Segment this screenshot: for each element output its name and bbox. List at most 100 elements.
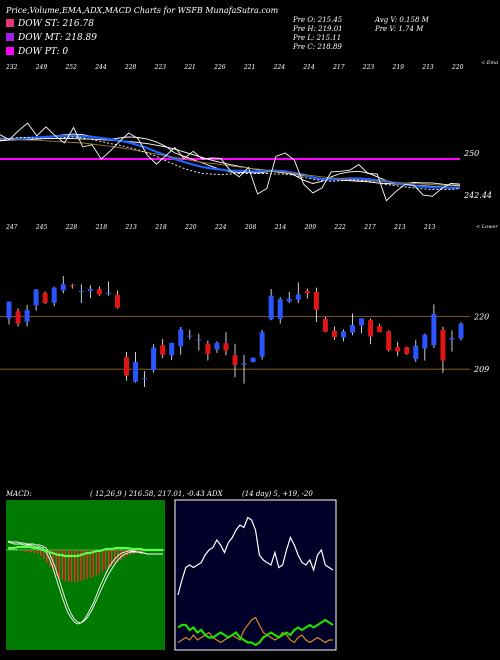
price-top-label: 217	[363, 224, 376, 231]
ema-level-label: 242.44	[463, 191, 492, 200]
candle-body	[169, 342, 175, 356]
page-title: Price,Volume,EMA,ADX,MACD Charts for WSF…	[5, 6, 279, 15]
candle	[304, 288, 310, 299]
candle	[286, 291, 292, 303]
candle	[422, 333, 428, 361]
candle	[6, 301, 12, 325]
price-top-label: 247	[5, 224, 18, 231]
candle-body	[331, 330, 337, 338]
pre-close: Pre C: 218.89	[292, 43, 342, 51]
candle	[413, 339, 419, 362]
candle-body	[413, 345, 419, 360]
pre-open: Pre O: 215.45	[292, 16, 343, 24]
ema-series-line-4	[0, 136, 461, 191]
candle	[331, 326, 337, 340]
ema-top-label: 220	[451, 64, 464, 71]
macd-values: ( 12,26,9 ) 216.58, 217.01, -0.43 ADX	[90, 490, 224, 498]
price-level-label: 220	[473, 312, 489, 321]
adx-series-line-2	[177, 618, 334, 647]
candle	[178, 326, 184, 355]
candle	[78, 284, 84, 303]
candle-body	[250, 357, 256, 362]
ema-top-label: 219	[392, 64, 405, 71]
ema-top-label: 223	[362, 64, 375, 71]
dow-pt-value: DOW PT: 0	[17, 47, 68, 57]
candle	[69, 283, 75, 289]
candle	[205, 340, 211, 361]
price-top-label: 213	[124, 224, 137, 231]
candle-body	[33, 289, 39, 306]
candle	[124, 351, 130, 381]
ema-top-label: 249	[35, 64, 48, 71]
candle-body	[350, 325, 356, 333]
candle	[105, 281, 111, 296]
price-top-label: 245	[35, 224, 48, 231]
candle	[214, 341, 220, 353]
dow-pt-swatch	[6, 47, 14, 55]
ema-top-label: 226	[213, 64, 226, 71]
candle	[87, 285, 93, 299]
candle	[368, 318, 374, 345]
candle	[51, 286, 57, 307]
ema-panel: < Ema 232 249 252 244 228 223 221 226 221 224 214 2…	[0, 60, 498, 202]
candle-body	[114, 294, 120, 308]
candle-body	[15, 311, 21, 324]
candle	[241, 354, 247, 384]
candle	[440, 326, 446, 374]
candle-body	[69, 285, 75, 287]
candle-body	[214, 342, 220, 350]
candle-body	[268, 295, 274, 320]
ema-top-label: 221	[183, 64, 195, 71]
pre-high: Pre H: 219.01	[292, 25, 343, 33]
candle	[340, 329, 346, 342]
candle	[160, 338, 166, 359]
price-top-label: 218	[154, 224, 167, 231]
candle-body	[223, 343, 229, 351]
candle	[151, 344, 157, 373]
candle-body	[304, 290, 310, 294]
candle-body	[151, 347, 157, 371]
candle	[404, 346, 410, 355]
price-top-label: 209	[304, 224, 317, 231]
candle	[295, 282, 301, 303]
candle	[313, 287, 319, 323]
adx-values: (14 day) 5, +19, -20	[242, 490, 313, 498]
price-top-label: 214	[274, 224, 287, 231]
candle-body	[458, 323, 464, 339]
candle-body	[160, 345, 166, 355]
macd-background	[6, 500, 165, 650]
candle-body	[6, 301, 12, 319]
candle	[187, 329, 193, 340]
dow-st-swatch	[6, 19, 14, 27]
pre-volume: Pre V: 1.74 M	[374, 25, 424, 33]
dow-mt-value: DOW MT: 218.89	[17, 33, 97, 43]
ema-top-label: 232	[5, 64, 18, 71]
price-top-label: 224	[214, 224, 227, 231]
candle-body	[277, 299, 283, 319]
candle	[114, 290, 120, 309]
candle-body	[404, 347, 410, 354]
price-panel: < Lower 247 245 228 218 213 218 220 224 208 214 20…	[0, 224, 498, 387]
ema-top-label: 228	[124, 64, 137, 71]
price-top-label: 220	[184, 224, 197, 231]
candle-body	[105, 292, 111, 294]
price-legend-tag: < Lower	[476, 224, 498, 230]
price-top-label: 213	[393, 224, 406, 231]
candle-body	[42, 292, 48, 303]
macd-series-line-2	[8, 545, 163, 558]
candle-body	[241, 363, 247, 365]
candle-body	[178, 329, 184, 347]
candle-body	[386, 331, 392, 350]
ema-level-label: 250	[463, 149, 479, 158]
candle-body	[78, 290, 84, 292]
candle-body	[259, 332, 265, 357]
candle-body	[395, 347, 401, 352]
candle	[223, 332, 229, 356]
avg-volume: Avg V: 0.158 M	[374, 16, 430, 24]
candle	[458, 322, 464, 341]
ema-top-label: 221	[243, 64, 255, 71]
candle-body	[187, 335, 193, 337]
candle-body	[96, 289, 102, 295]
candle	[96, 286, 102, 296]
ema-series-line-5	[0, 122, 461, 202]
